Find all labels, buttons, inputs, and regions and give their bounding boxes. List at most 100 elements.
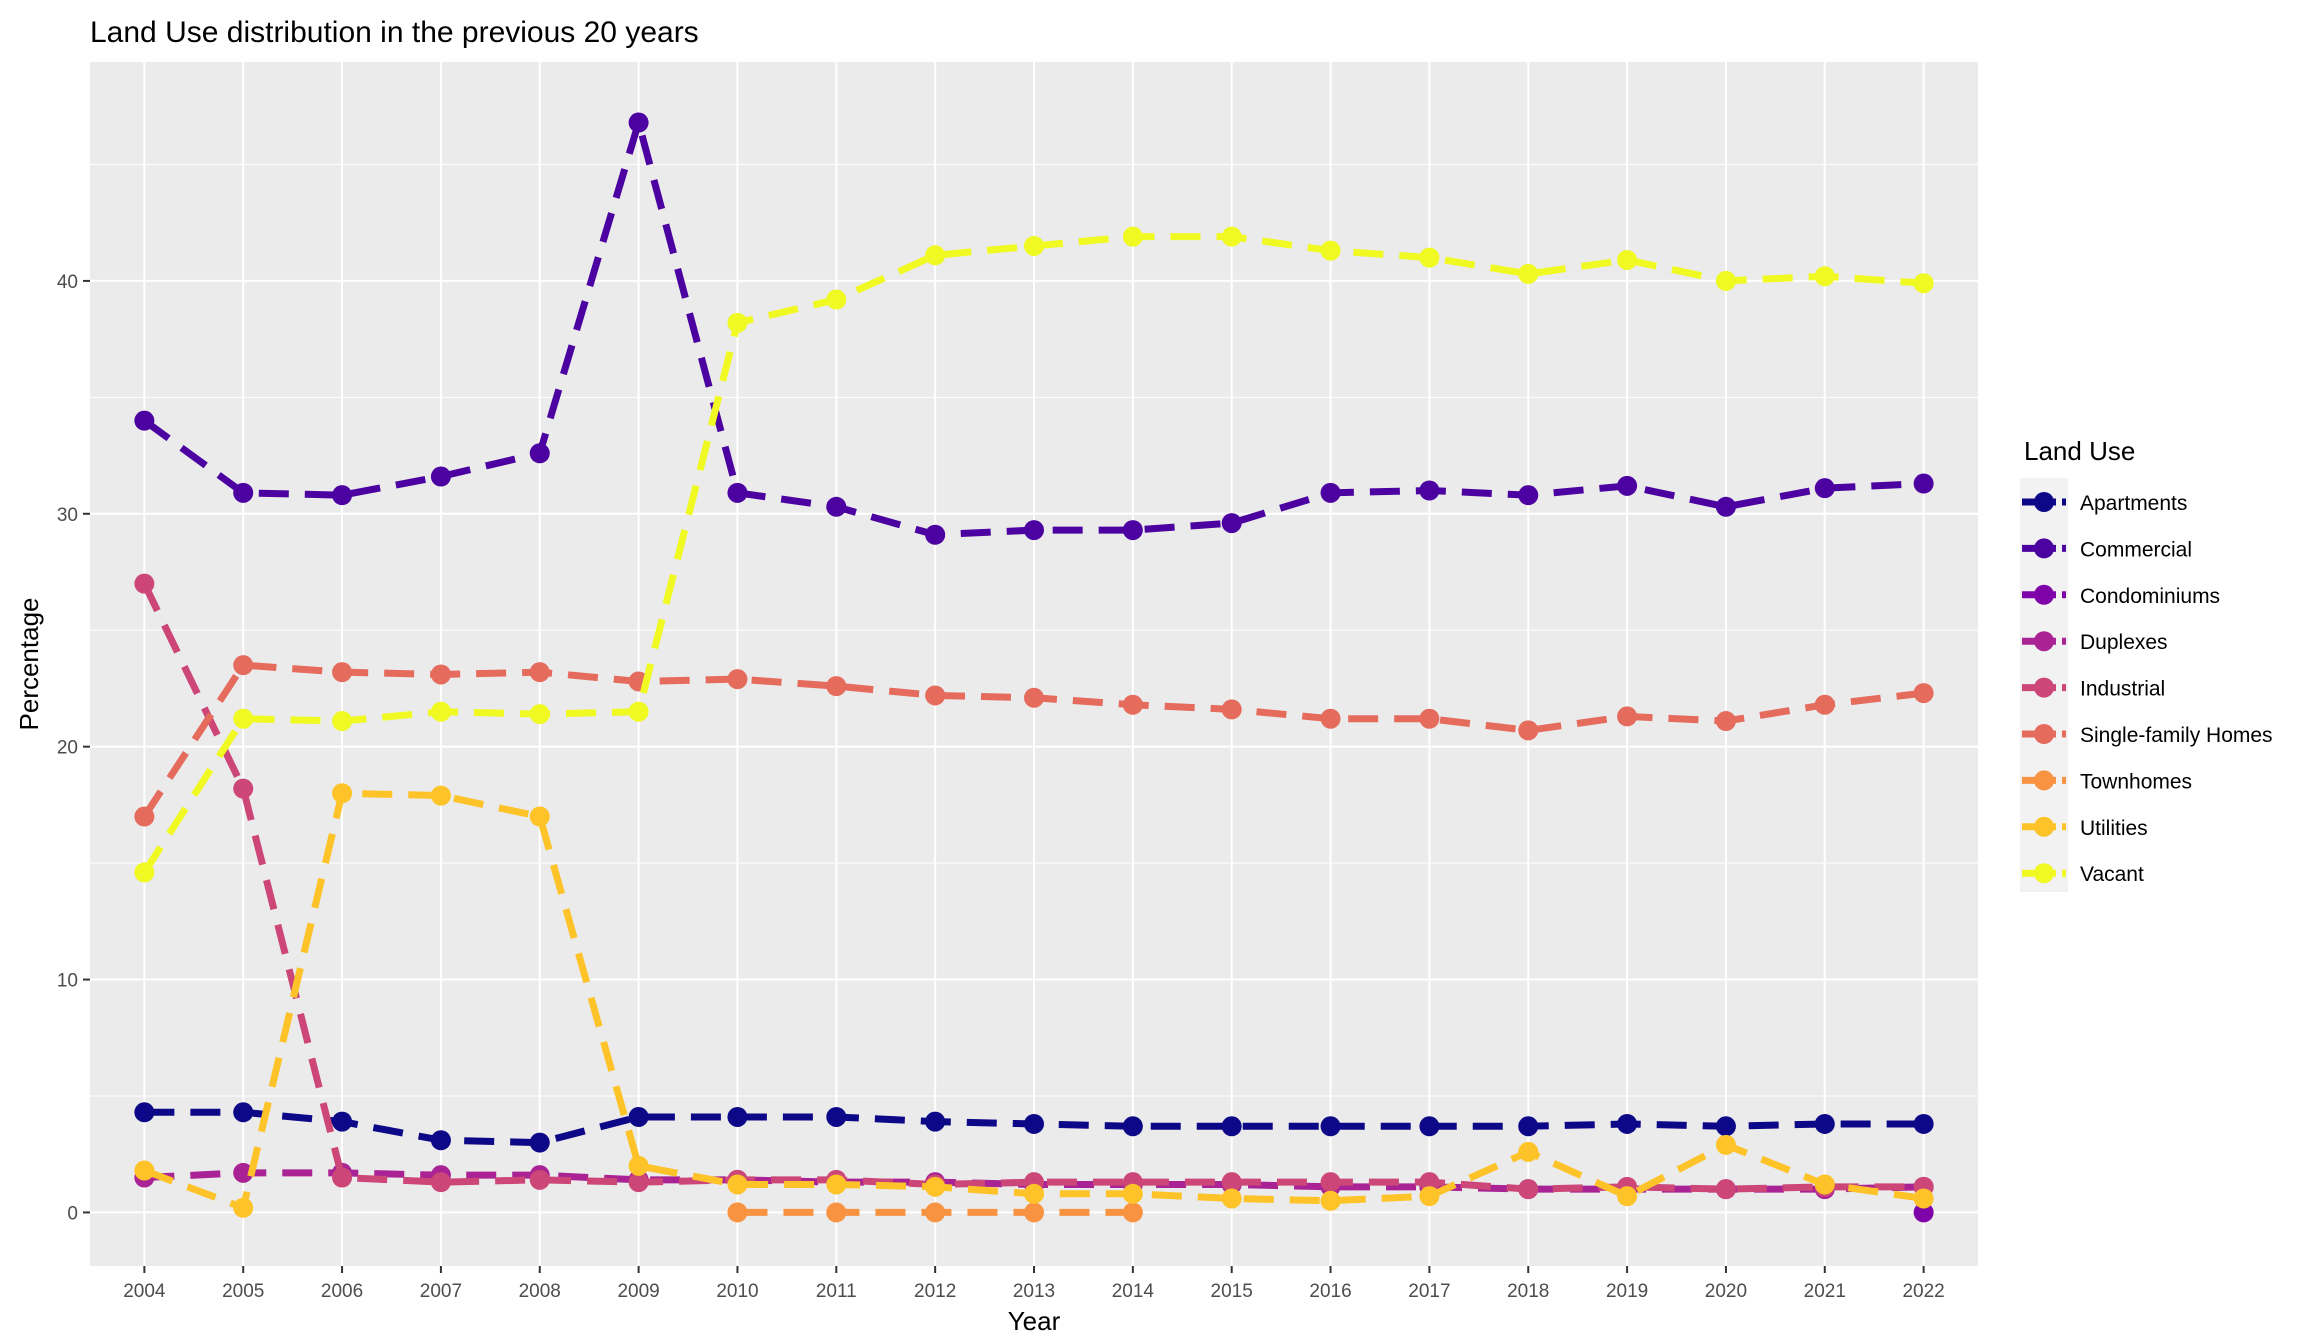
data-point [233, 482, 254, 503]
x-tick-label: 2015 [1211, 1281, 1253, 1302]
data-point [529, 806, 550, 827]
x-tick-label: 2016 [1309, 1281, 1351, 1302]
legend-item: Duplexes [2022, 631, 2168, 654]
series-commercial [134, 112, 1934, 545]
data-point [1814, 1113, 1835, 1134]
data-point [1715, 1134, 1736, 1155]
data-point [134, 1102, 155, 1123]
data-point [628, 701, 649, 722]
chart-title: Land Use distribution in the previous 20… [90, 16, 699, 49]
data-point [1122, 520, 1143, 541]
data-point [826, 1106, 847, 1127]
data-point [826, 1202, 847, 1223]
data-point [233, 1102, 254, 1123]
legend-item: Townhomes [2022, 770, 2192, 793]
data-point [233, 655, 254, 676]
legend-label: Single-family Homes [2080, 724, 2273, 747]
y-axis-title: Percentage [14, 598, 44, 731]
data-point [430, 1130, 451, 1151]
data-point [1814, 266, 1835, 287]
data-point [1913, 1202, 1934, 1223]
data-point [1814, 1174, 1835, 1195]
data-point [134, 573, 155, 594]
legend-label: Vacant [2080, 863, 2144, 886]
data-point [1024, 687, 1044, 708]
data-point [233, 708, 254, 729]
data-point [529, 704, 550, 725]
y-tick-label: 40 [57, 272, 78, 293]
y-tick-label: 0 [67, 1203, 78, 1224]
data-point [1221, 699, 1242, 720]
data-point [134, 1160, 155, 1181]
data-point [134, 410, 155, 431]
data-point [727, 1106, 748, 1127]
y-tick-label: 10 [57, 971, 78, 992]
legend-key-point [2034, 584, 2054, 605]
data-point [1518, 1179, 1539, 1200]
data-point [1814, 478, 1835, 499]
x-tick-label: 2017 [1408, 1281, 1450, 1302]
data-point [1814, 694, 1835, 715]
data-point [1715, 496, 1736, 517]
data-point [1617, 475, 1638, 496]
x-tick-label: 2022 [1902, 1281, 1944, 1302]
data-point [134, 862, 155, 883]
legend-key-point [2034, 538, 2054, 559]
data-point [1913, 473, 1934, 494]
data-point [1221, 1116, 1242, 1137]
data-point [727, 312, 748, 333]
data-point [826, 676, 847, 697]
data-point [1122, 1202, 1143, 1223]
data-point [826, 289, 847, 310]
data-point [1221, 1188, 1242, 1209]
y-tick-label: 30 [57, 505, 78, 526]
data-point [1715, 1116, 1736, 1137]
data-point [430, 1172, 451, 1193]
data-point [826, 496, 847, 517]
legend-label: Townhomes [2080, 770, 2192, 793]
data-point [430, 466, 451, 487]
data-point [1122, 1116, 1143, 1137]
series-vacant [134, 226, 1934, 883]
data-point [529, 1132, 550, 1153]
data-point [1419, 1186, 1440, 1207]
data-point [332, 783, 353, 804]
series-townhomes [727, 1202, 1143, 1223]
legend-item: Vacant [2022, 863, 2144, 886]
data-point [430, 785, 451, 806]
x-tick-label: 2013 [1013, 1281, 1055, 1302]
x-tick-label: 2020 [1705, 1281, 1747, 1302]
data-point [925, 1176, 946, 1197]
series-single-family-homes [134, 655, 1934, 827]
legend-key-point [2034, 816, 2054, 837]
x-tick-label: 2005 [222, 1281, 264, 1302]
data-point [1913, 273, 1934, 294]
x-tick-label: 2008 [519, 1281, 561, 1302]
x-tick-label: 2011 [816, 1281, 857, 1302]
data-point [1221, 513, 1242, 534]
data-point [332, 662, 353, 683]
legend-item: Condominiums [2022, 584, 2220, 608]
legend-key-point [2034, 492, 2054, 512]
series-utilities [134, 783, 1934, 1218]
legend-key-point [2034, 724, 2054, 744]
legend-label: Industrial [2080, 678, 2165, 701]
data-point [1024, 520, 1044, 541]
data-point [628, 1106, 649, 1127]
data-point [1320, 240, 1341, 261]
data-point [727, 1202, 748, 1223]
data-point [1024, 1202, 1044, 1223]
data-point [1617, 706, 1638, 727]
series-condominiums [1913, 1202, 1934, 1223]
data-point [727, 669, 748, 690]
legend-item: Apartments [2022, 492, 2187, 515]
legend-title: Land Use [2024, 436, 2135, 466]
data-point [233, 778, 254, 799]
legend-label: Utilities [2080, 817, 2148, 840]
legend-item: Industrial [2022, 677, 2165, 701]
x-axis: 2004 2005 2006 2007 2008 2009 2010 2011 2012 2013… [123, 1266, 1945, 1302]
data-point [1419, 1172, 1440, 1193]
x-tick-label: 2007 [420, 1281, 462, 1302]
legend-item: Single-family Homes [2022, 724, 2273, 747]
